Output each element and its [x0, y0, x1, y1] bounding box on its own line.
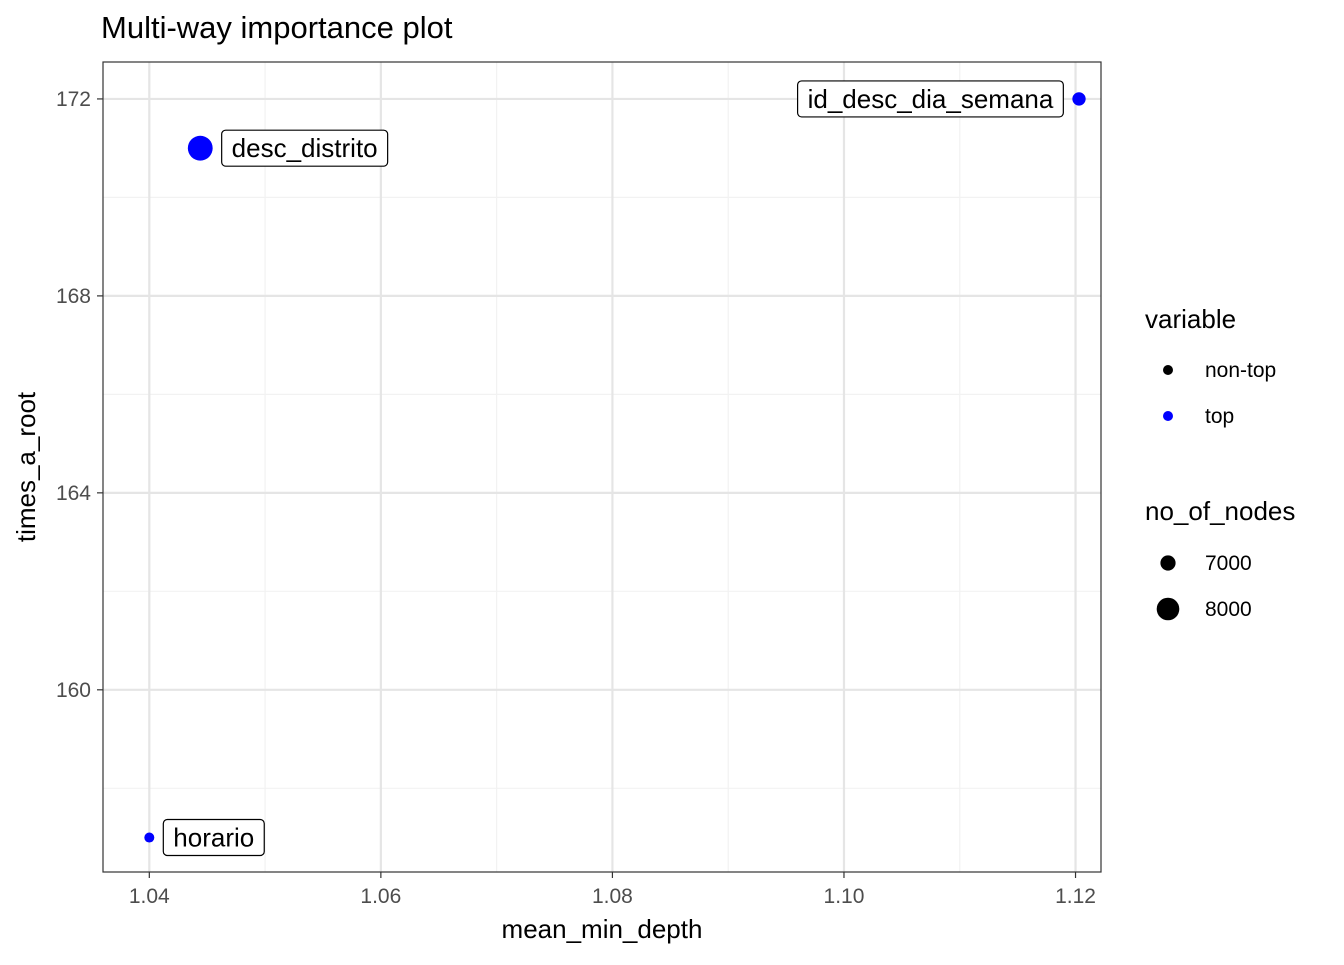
legend-size-key — [1156, 597, 1180, 621]
panel-background — [103, 62, 1101, 872]
legend-label: 7000 — [1205, 552, 1252, 575]
legend-label: non-top — [1205, 359, 1276, 382]
y-tick-label: 172 — [56, 88, 91, 111]
legend-label: top — [1205, 405, 1234, 428]
point-label-box — [221, 129, 389, 167]
grid-major — [103, 62, 1101, 872]
point-label: id_desc_dia_semana — [808, 84, 1054, 114]
x-tick-label: 1.10 — [824, 885, 865, 908]
x-tick-label: 1.12 — [1055, 885, 1096, 908]
x-axis: 1.04 1.06 1.08 1.10 1.12 — [129, 872, 1096, 908]
legend-size-key — [1160, 555, 1176, 571]
legend-key-non-top — [1163, 365, 1173, 375]
data-point — [1072, 92, 1086, 106]
point-label-box — [162, 818, 265, 857]
x-tick-label: 1.08 — [592, 885, 633, 908]
y-tick-label: 164 — [56, 482, 91, 505]
legend-key-top — [1163, 411, 1173, 421]
points-layer — [144, 92, 1086, 843]
y-tick-label: 168 — [56, 285, 91, 308]
data-point — [187, 135, 213, 161]
y-axis: 160 164 168 172 — [56, 88, 103, 702]
panel-border — [102, 61, 1102, 873]
x-tick-label: 1.06 — [360, 885, 401, 908]
legend-no-of-nodes: no_of_nodes 7000 8000 — [1145, 496, 1295, 621]
legend-variable: variable non-top top — [1145, 304, 1276, 428]
point-label: horario — [173, 823, 254, 853]
legend-label: 8000 — [1205, 598, 1252, 621]
chart-title: Multi-way importance plot — [101, 10, 453, 45]
legend-variable-title: variable — [1145, 304, 1236, 334]
y-axis-title: times_a_root — [11, 391, 41, 542]
point-label: desc_distrito — [232, 133, 378, 163]
grid-minor — [103, 62, 1101, 872]
point-label-box — [796, 80, 1064, 118]
x-tick-label: 1.04 — [129, 885, 170, 908]
legend-size-title: no_of_nodes — [1145, 496, 1295, 526]
y-tick-label: 160 — [56, 679, 91, 702]
x-axis-title: mean_min_depth — [502, 914, 703, 944]
data-point — [144, 832, 155, 843]
